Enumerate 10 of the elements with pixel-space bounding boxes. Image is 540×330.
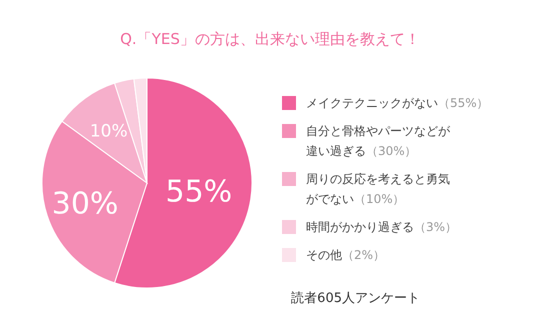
chart-title: Q.「YES」の方は、出来ない理由を教えて！ xyxy=(120,30,420,48)
legend-label: メイクテクニックがない（55%） xyxy=(306,96,489,110)
legend-label: その他（2%） xyxy=(306,248,386,262)
data-label: 55% xyxy=(166,174,232,210)
legend-label: 自分と骨格やパーツなどが違い過ぎる（30%） xyxy=(306,124,451,158)
data-label: 30% xyxy=(52,186,118,222)
legend-label: 時間がかかり過ぎる（3%） xyxy=(306,220,458,234)
legend-label: 周りの反応を考えると勇気がでない（10%） xyxy=(306,172,450,206)
data-label: 10% xyxy=(90,121,128,142)
text: 読者605人アンケート xyxy=(291,291,420,306)
